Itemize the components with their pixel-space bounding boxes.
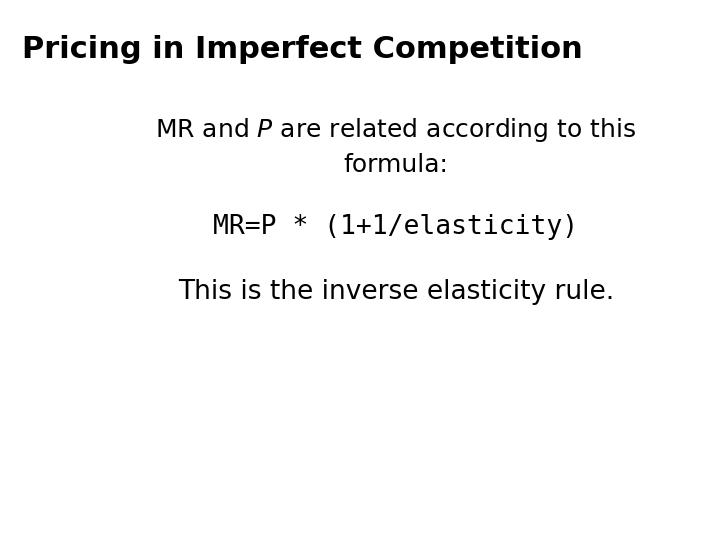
Text: formula:: formula: — [343, 153, 449, 177]
Text: MR and $\mathit{P}$ are related according to this: MR and $\mathit{P}$ are related accordin… — [156, 116, 636, 144]
Text: 9-31: 9-31 — [684, 515, 709, 525]
Text: Pricing in Imperfect Competition: Pricing in Imperfect Competition — [22, 35, 582, 64]
Text: Copyright © 2014 Pearson Education, Inc. All rights reserved.: Copyright © 2014 Pearson Education, Inc.… — [11, 515, 355, 525]
Text: MR=P * (1+1/elasticity): MR=P * (1+1/elasticity) — [213, 214, 579, 240]
Text: This is the inverse elasticity rule.: This is the inverse elasticity rule. — [178, 279, 614, 305]
